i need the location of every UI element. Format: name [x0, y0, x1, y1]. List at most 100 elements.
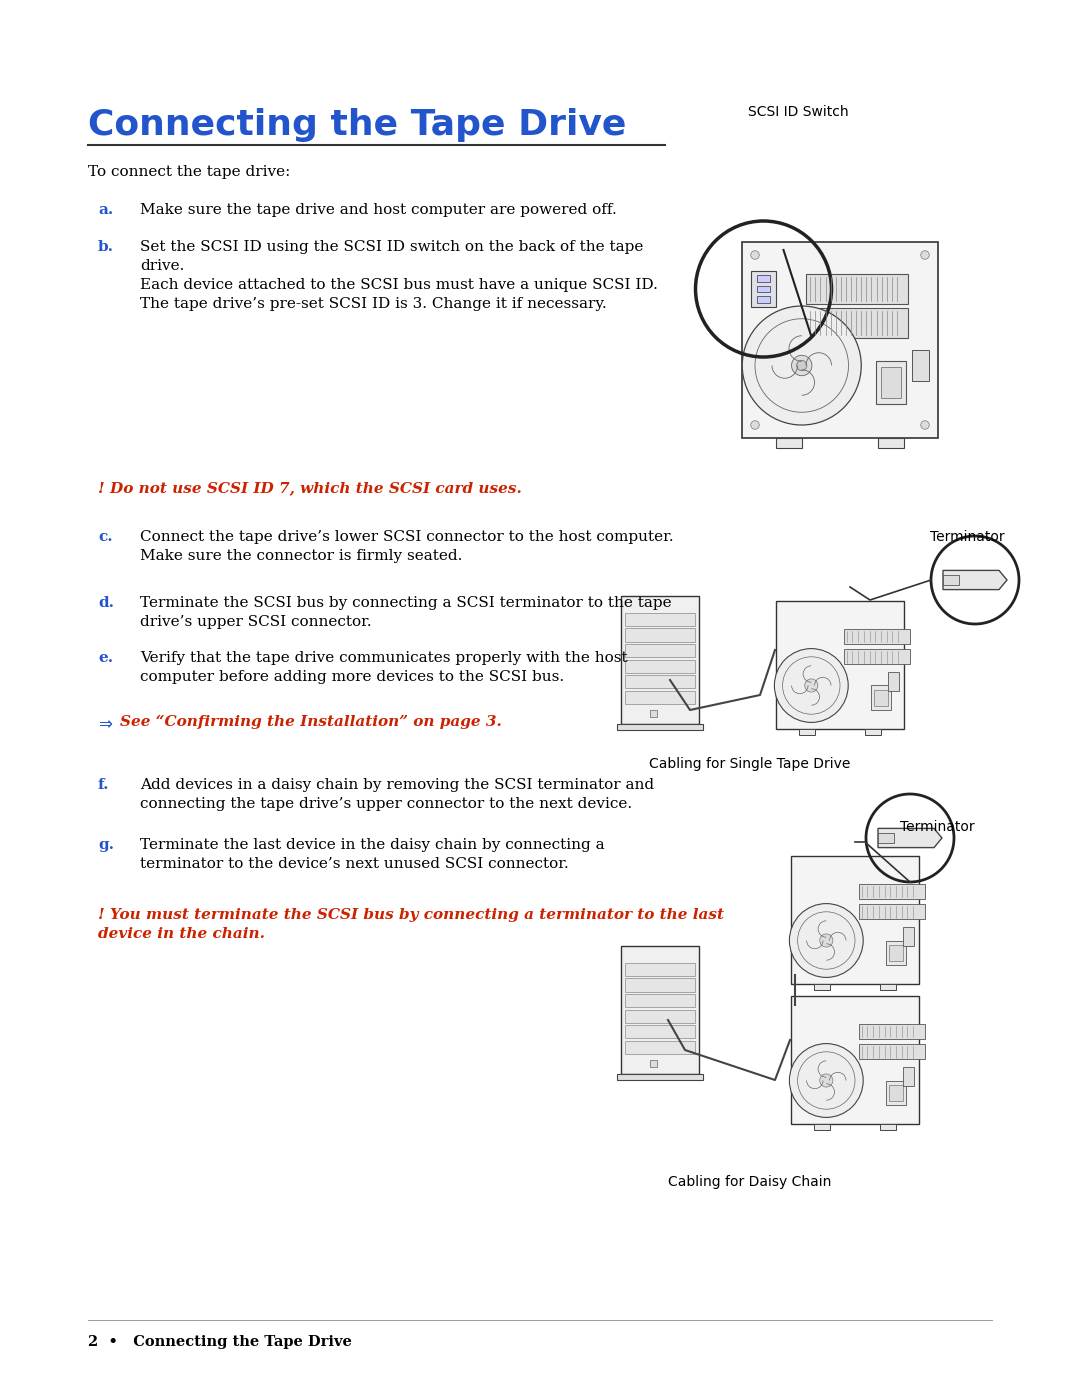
Text: Connecting the Tape Drive: Connecting the Tape Drive [87, 108, 626, 142]
Bar [625, 1025, 694, 1038]
Bar [859, 1045, 924, 1059]
Text: SCSI ID Switch: SCSI ID Switch [748, 105, 849, 119]
Bar [625, 1041, 694, 1053]
Bar [757, 285, 770, 292]
Text: Add devices in a daisy chain by removing the SCSI terminator and
connecting the : Add devices in a daisy chain by removing… [140, 778, 654, 810]
Text: Terminator: Terminator [900, 820, 974, 834]
Circle shape [798, 1052, 855, 1109]
Bar [872, 686, 891, 710]
Bar [799, 729, 815, 735]
Bar [890, 944, 903, 961]
Bar [650, 1060, 657, 1067]
Bar [777, 602, 904, 729]
Circle shape [820, 935, 833, 947]
Bar [879, 983, 896, 990]
Bar [625, 995, 694, 1007]
Bar [757, 275, 770, 282]
Bar [625, 1010, 694, 1023]
Bar [625, 644, 694, 657]
Bar [625, 613, 694, 626]
Circle shape [921, 250, 929, 260]
Circle shape [921, 420, 929, 429]
Text: Terminate the last device in the daisy chain by connecting a
terminator to the d: Terminate the last device in the daisy c… [140, 838, 605, 870]
Text: g.: g. [98, 838, 114, 852]
Bar [814, 1123, 831, 1130]
Bar [878, 833, 894, 842]
Text: Make sure the tape drive and host computer are powered off.: Make sure the tape drive and host comput… [140, 203, 617, 217]
Circle shape [789, 1044, 863, 1118]
Bar [887, 1080, 906, 1105]
Bar [888, 672, 899, 692]
Bar [859, 884, 924, 898]
Bar [806, 274, 908, 305]
Text: Connect the tape drive’s lower SCSI connector to the host computer.
Make sure th: Connect the tape drive’s lower SCSI conn… [140, 529, 674, 563]
Bar [625, 659, 694, 673]
Bar [865, 729, 881, 735]
Bar [625, 690, 694, 704]
Text: a.: a. [98, 203, 113, 217]
Bar [875, 690, 888, 705]
Bar [742, 242, 937, 437]
Text: Set the SCSI ID using the SCSI ID switch on the back of the tape
drive.
Each dev: Set the SCSI ID using the SCSI ID switch… [140, 240, 658, 312]
Bar [845, 629, 909, 644]
Bar [621, 597, 699, 724]
Bar [903, 1066, 914, 1087]
Text: Cabling for Daisy Chain: Cabling for Daisy Chain [669, 1175, 832, 1189]
Circle shape [742, 306, 861, 425]
Bar [890, 1084, 903, 1101]
Circle shape [774, 648, 848, 722]
Bar [876, 362, 906, 404]
Text: Cabling for Single Tape Drive: Cabling for Single Tape Drive [649, 757, 851, 771]
Text: 2  •   Connecting the Tape Drive: 2 • Connecting the Tape Drive [87, 1336, 352, 1350]
Bar [625, 978, 694, 992]
Text: f.: f. [98, 778, 109, 792]
Circle shape [783, 657, 840, 714]
Circle shape [755, 319, 849, 412]
Bar [617, 724, 703, 731]
Bar [751, 271, 777, 307]
Text: See “Confirming the Installation” on page 3.: See “Confirming the Installation” on pag… [120, 715, 502, 729]
Circle shape [751, 250, 759, 260]
Bar [903, 926, 914, 946]
Text: d.: d. [98, 597, 114, 610]
Bar [625, 963, 694, 977]
Polygon shape [878, 828, 942, 848]
Bar [806, 309, 908, 338]
Text: To connect the tape drive:: To connect the tape drive: [87, 165, 291, 179]
Bar [943, 576, 959, 585]
Bar [617, 1073, 703, 1080]
Bar [625, 675, 694, 689]
Text: ! Do not use SCSI ID 7, which the SCSI card uses.: ! Do not use SCSI ID 7, which the SCSI c… [98, 481, 522, 495]
Text: b.: b. [98, 240, 114, 254]
Circle shape [805, 679, 818, 692]
Bar [845, 650, 909, 664]
Bar [625, 629, 694, 641]
Bar [792, 996, 919, 1123]
Bar [859, 904, 924, 919]
Text: ! You must terminate the SCSI bus by connecting a terminator to the last
device : ! You must terminate the SCSI bus by con… [98, 908, 724, 942]
Circle shape [820, 1074, 833, 1087]
Bar [777, 437, 801, 448]
Polygon shape [943, 570, 1007, 590]
Bar [859, 1024, 924, 1039]
Text: Verify that the tape drive communicates properly with the host
computer before a: Verify that the tape drive communicates … [140, 651, 627, 685]
Bar [878, 437, 904, 448]
Text: c.: c. [98, 529, 112, 543]
Text: e.: e. [98, 651, 113, 665]
Circle shape [797, 360, 807, 370]
Bar [879, 1123, 896, 1130]
Circle shape [751, 420, 759, 429]
Text: ⇒: ⇒ [98, 715, 112, 733]
Text: Terminate the SCSI bus by connecting a SCSI terminator to the tape
drive’s upper: Terminate the SCSI bus by connecting a S… [140, 597, 672, 629]
Circle shape [789, 904, 863, 978]
Bar [792, 856, 919, 983]
Circle shape [798, 912, 855, 970]
Bar [621, 946, 699, 1073]
Bar [650, 711, 657, 717]
Bar [887, 940, 906, 965]
Bar [757, 296, 770, 303]
Bar [881, 367, 901, 398]
Circle shape [792, 355, 812, 376]
Bar [913, 351, 929, 381]
Bar [814, 983, 831, 990]
